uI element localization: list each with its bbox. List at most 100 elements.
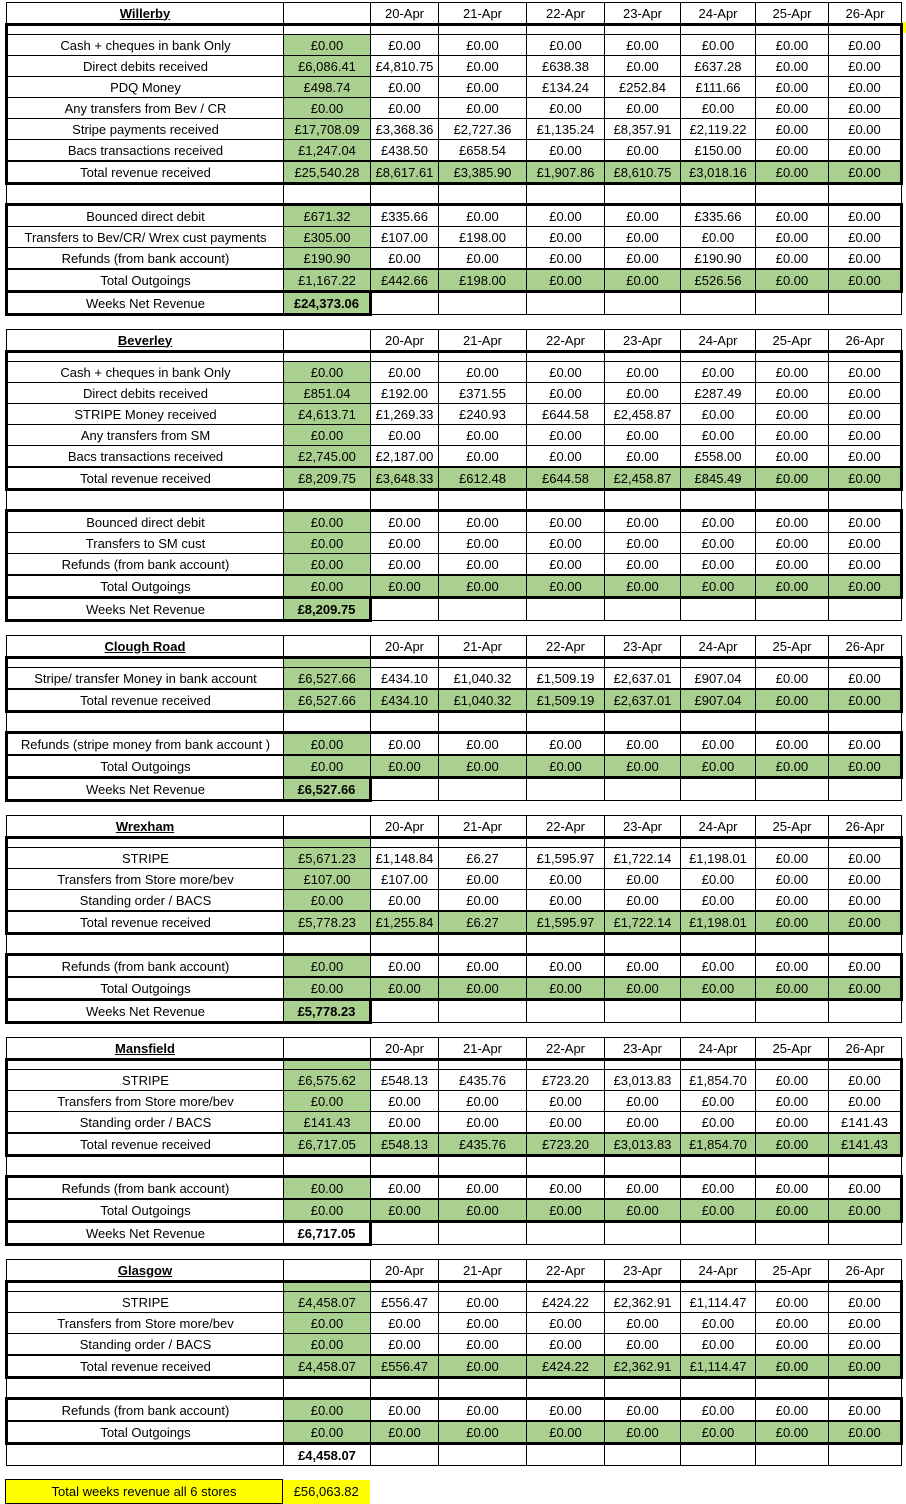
day-value-cell[interactable]: £0.00 — [526, 509, 605, 533]
blank-cell[interactable] — [526, 836, 605, 848]
day-value-cell[interactable]: £8,357.91 — [604, 118, 681, 140]
blank-cell[interactable] — [828, 836, 903, 848]
day-value-cell[interactable]: £335.66 — [370, 203, 439, 227]
day-value-cell[interactable]: £0.00 — [755, 97, 829, 119]
date-header-cell[interactable]: 22-Apr — [526, 2, 605, 25]
day-value-cell[interactable]: £556.47 — [370, 1291, 439, 1313]
day-value-cell[interactable]: £0.00 — [604, 889, 681, 912]
row-label-cell[interactable]: Weeks Net Revenue — [5, 597, 284, 622]
day-value-cell[interactable]: £0.00 — [604, 34, 681, 56]
day-value-cell[interactable]: £438.50 — [370, 139, 439, 162]
day-value-cell[interactable]: £0.00 — [370, 1090, 439, 1112]
day-value-cell[interactable]: £434.10 — [370, 667, 439, 690]
day-value-cell[interactable]: £0.00 — [370, 731, 439, 756]
day-value-cell[interactable]: £1,509.19 — [526, 667, 605, 690]
day-value-cell[interactable]: £0.00 — [755, 847, 829, 869]
day-value-cell[interactable]: £0.00 — [828, 361, 903, 383]
blank-cell[interactable] — [604, 1058, 681, 1070]
blank-cell[interactable] — [5, 350, 284, 362]
row-label-cell[interactable]: Transfers from Store more/bev — [5, 1090, 284, 1112]
day-value-cell[interactable]: £1,854.70 — [680, 1069, 756, 1091]
blank-cell[interactable] — [680, 23, 756, 35]
day-value-cell[interactable]: £0.00 — [755, 868, 829, 890]
day-value-cell[interactable]: £0.00 — [828, 97, 903, 119]
day-value-cell[interactable]: £2,362.91 — [604, 1291, 681, 1313]
row-label-cell[interactable]: Bacs transactions received — [5, 445, 284, 468]
row-label-cell[interactable]: Refunds (from bank account) — [5, 1175, 284, 1200]
day-value-cell[interactable]: £0.00 — [755, 445, 829, 468]
day-value-cell[interactable]: £0.00 — [755, 268, 829, 293]
blank-cell[interactable] — [370, 1280, 439, 1292]
day-value-cell[interactable]: £0.00 — [526, 1111, 605, 1134]
day-value-cell[interactable]: £0.00 — [755, 731, 829, 756]
row-label-cell[interactable]: Direct debits received — [5, 55, 284, 77]
day-value-cell[interactable]: £0.00 — [438, 1111, 527, 1134]
day-value-cell[interactable]: £0.00 — [828, 532, 903, 554]
day-value-cell[interactable]: £371.55 — [438, 382, 527, 404]
day-value-cell[interactable]: £0.00 — [755, 910, 829, 935]
day-value-cell[interactable]: £0.00 — [438, 424, 527, 446]
date-header-cell[interactable]: 20-Apr — [370, 329, 439, 352]
day-value-cell[interactable]: £0.00 — [604, 382, 681, 404]
day-value-cell[interactable]: £0.00 — [828, 688, 903, 713]
row-label-cell[interactable]: Total revenue received — [5, 688, 284, 713]
day-value-cell[interactable]: £0.00 — [828, 509, 903, 533]
day-value-cell[interactable]: £0.00 — [604, 574, 681, 599]
row-label-cell[interactable]: Any transfers from SM — [5, 424, 284, 446]
day-value-cell[interactable]: £0.00 — [680, 1312, 756, 1334]
day-value-cell[interactable]: £0.00 — [526, 868, 605, 890]
day-value-cell[interactable]: £0.00 — [680, 424, 756, 446]
date-header-cell[interactable]: 23-Apr — [604, 2, 681, 25]
week-total-cell[interactable]: £671.32 — [283, 203, 371, 227]
day-value-cell[interactable]: £435.76 — [438, 1069, 527, 1091]
row-label-cell[interactable]: Transfers from Store more/bev — [5, 1312, 284, 1334]
day-value-cell[interactable]: £0.00 — [755, 76, 829, 98]
row-label-cell[interactable]: Standing order / BACS — [5, 889, 284, 912]
day-value-cell[interactable]: £424.22 — [526, 1291, 605, 1313]
day-value-cell[interactable]: £558.00 — [680, 445, 756, 468]
day-value-cell[interactable]: £0.00 — [755, 688, 829, 713]
day-value-cell[interactable]: £0.00 — [370, 553, 439, 576]
row-label-cell[interactable]: Refunds (from bank account) — [5, 953, 284, 978]
date-header-cell[interactable]: 22-Apr — [526, 1259, 605, 1282]
row-label-cell[interactable]: Total Outgoings — [5, 268, 284, 293]
blank-cell[interactable] — [370, 350, 439, 362]
day-value-cell[interactable]: £107.00 — [370, 868, 439, 890]
day-value-cell[interactable]: £723.20 — [526, 1132, 605, 1157]
day-value-cell[interactable]: £0.00 — [604, 1312, 681, 1334]
day-value-cell[interactable]: £0.00 — [526, 1333, 605, 1356]
date-header-cell[interactable]: 24-Apr — [680, 329, 756, 352]
date-header-cell[interactable]: 25-Apr — [755, 1259, 829, 1282]
day-value-cell[interactable]: £4,810.75 — [370, 55, 439, 77]
date-header-cell[interactable]: 25-Apr — [755, 2, 829, 25]
blank-cell[interactable] — [755, 656, 829, 668]
day-value-cell[interactable]: £2,637.01 — [604, 688, 681, 713]
date-header-cell[interactable]: 26-Apr — [828, 1259, 902, 1282]
day-value-cell[interactable]: £0.00 — [755, 667, 829, 690]
day-value-cell[interactable]: £0.00 — [680, 731, 756, 756]
day-value-cell[interactable]: £0.00 — [370, 889, 439, 912]
day-value-cell[interactable]: £107.00 — [370, 226, 439, 248]
day-value-cell[interactable]: £0.00 — [755, 1397, 829, 1422]
week-total-cell[interactable]: £0.00 — [283, 1397, 371, 1422]
week-total-cell[interactable]: £0.00 — [283, 1420, 371, 1445]
day-value-cell[interactable]: £0.00 — [755, 1175, 829, 1200]
blank-cell[interactable] — [680, 1280, 756, 1292]
day-value-cell[interactable]: £0.00 — [680, 553, 756, 576]
week-total-cell[interactable]: £0.00 — [283, 424, 371, 446]
day-value-cell[interactable]: £0.00 — [828, 424, 903, 446]
blank-cell[interactable] — [828, 933, 902, 955]
day-value-cell[interactable]: £612.48 — [438, 466, 527, 491]
day-value-cell[interactable]: £0.00 — [755, 953, 829, 978]
blank-cell[interactable] — [828, 183, 902, 205]
row-label-cell[interactable]: PDQ Money — [5, 76, 284, 98]
row-label-cell[interactable]: Weeks Net Revenue — [5, 291, 284, 316]
day-value-cell[interactable]: £0.00 — [438, 553, 527, 576]
day-value-cell[interactable]: £0.00 — [755, 1291, 829, 1313]
week-total-cell[interactable]: £0.00 — [283, 1090, 371, 1112]
week-total-cell[interactable]: £8,209.75 — [283, 466, 371, 491]
day-value-cell[interactable]: £0.00 — [828, 247, 903, 270]
day-value-cell[interactable]: £0.00 — [828, 34, 903, 56]
day-value-cell[interactable]: £0.00 — [680, 976, 756, 1001]
day-value-cell[interactable]: £1,148.84 — [370, 847, 439, 869]
